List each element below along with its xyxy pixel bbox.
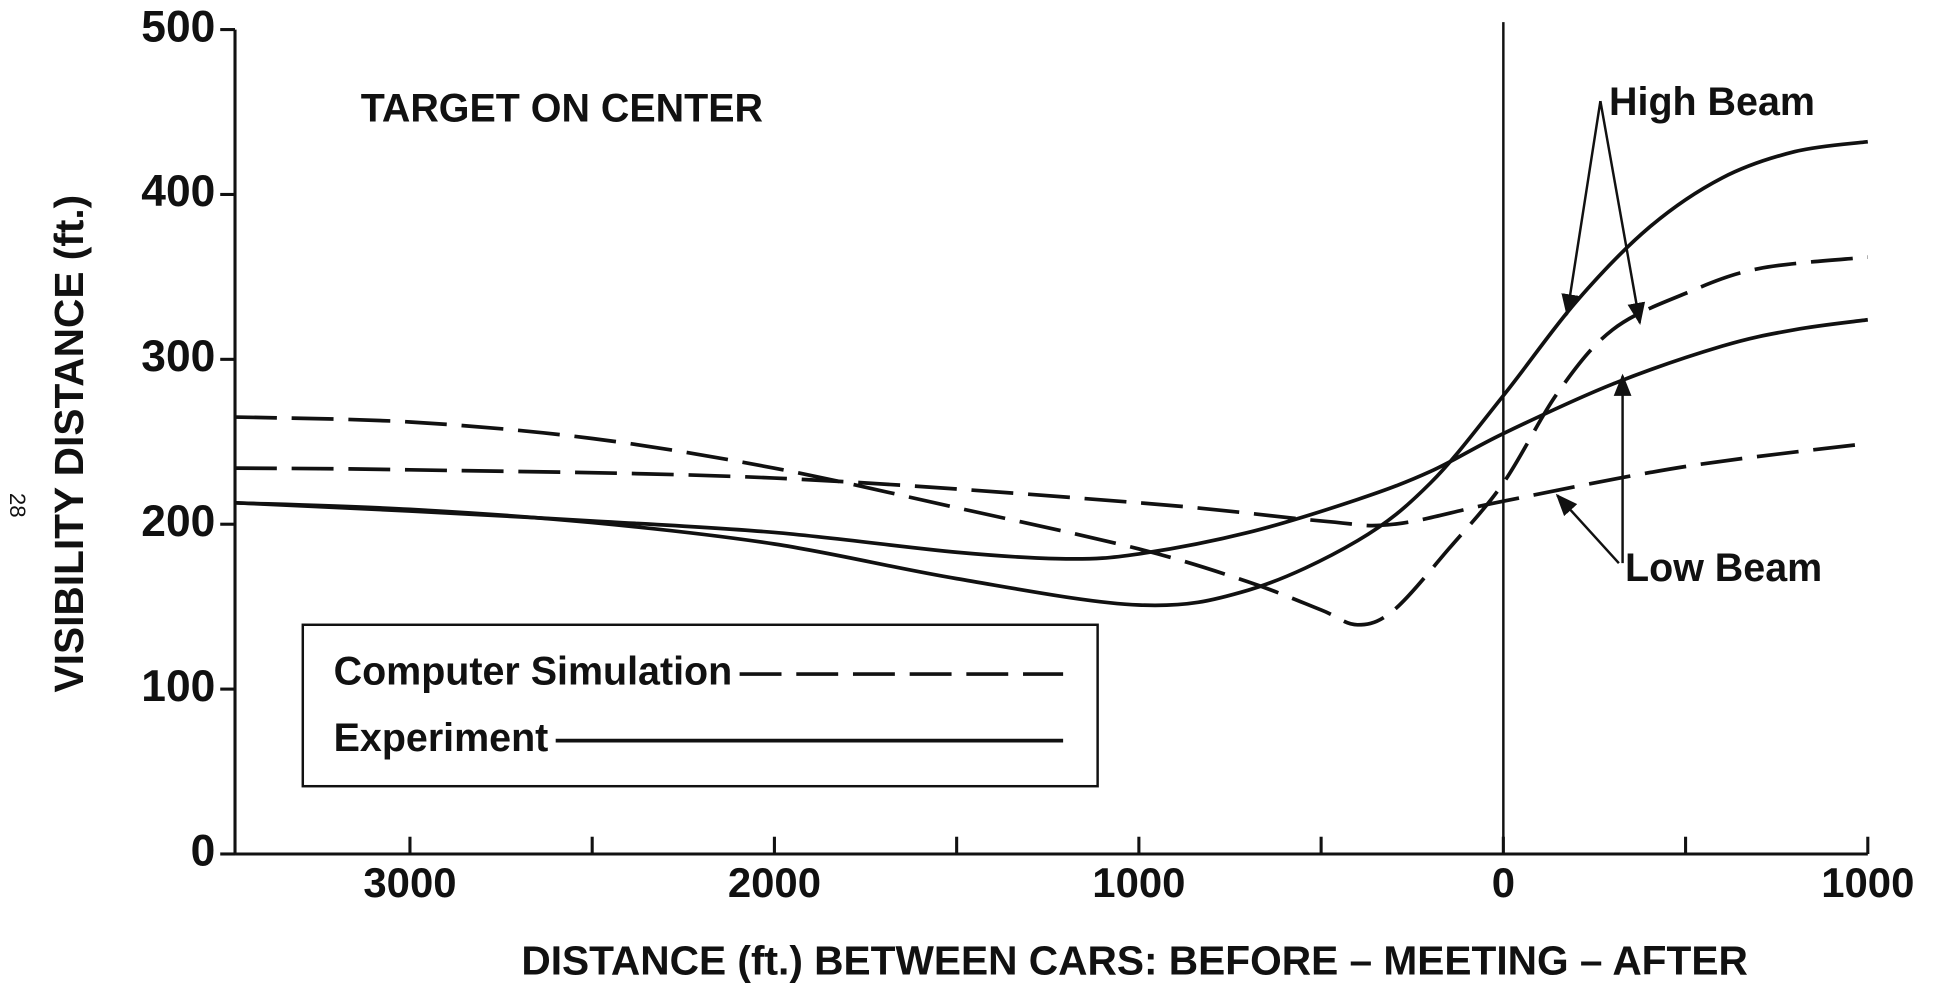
y-tick-label: 200 <box>141 497 215 546</box>
y-tick-label: 100 <box>141 662 215 711</box>
legend-label: Computer Simulation <box>334 649 733 693</box>
chart-title: TARGET ON CENTER <box>361 86 763 130</box>
annotation: Low Beam <box>1625 546 1822 590</box>
annotation: High Beam <box>1609 80 1815 124</box>
arrow <box>1555 493 1620 564</box>
x-axis-label: DISTANCE (ft.) BETWEEN CARS: BEFORE – ME… <box>521 937 1747 983</box>
data-line <box>234 441 1869 528</box>
y-tick-label: 300 <box>141 332 215 381</box>
y-tick-label: 0 <box>191 827 216 876</box>
data-line <box>234 255 1869 627</box>
arrows <box>1555 100 1646 564</box>
legend-label: Experiment <box>334 716 549 760</box>
x-tick-label: 3000 <box>363 859 456 906</box>
x-tick-label: 2000 <box>728 859 821 906</box>
arrow <box>1599 100 1646 326</box>
x-tick-label: 1000 <box>1821 859 1914 906</box>
y-axis-label: VISIBILITY DISTANCE (ft.) <box>46 195 92 693</box>
arrow <box>1561 100 1602 317</box>
data-line <box>234 317 1869 561</box>
x-tick-label: 1000 <box>1092 859 1185 906</box>
x-tick-label: 0 <box>1492 859 1515 906</box>
page-number: 28 <box>5 493 30 518</box>
y-tick-label: 500 <box>141 2 215 51</box>
legend-box <box>301 623 1099 788</box>
y-tick-label: 400 <box>141 167 215 216</box>
